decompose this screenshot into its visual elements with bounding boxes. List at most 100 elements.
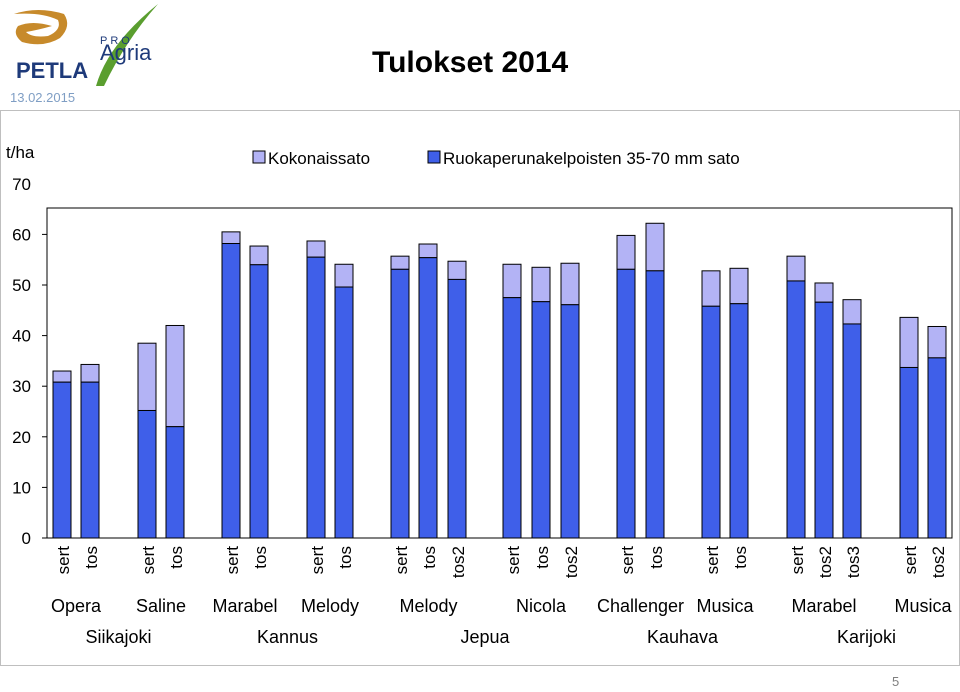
bars-layer [52,222,947,539]
x-tick-label: sert [54,546,73,575]
x-tick-label: tos2 [929,546,948,578]
variety-label: Saline [136,596,186,616]
bar-total [249,245,269,266]
variety-label: Musica [696,596,754,616]
x-tick-label: tos [647,546,666,569]
bar-total [137,342,157,411]
bar-marketable [899,366,919,539]
bar-total [52,370,72,383]
x-tick-label: sert [392,546,411,575]
legend: Kokonaissato Ruokaperunakelpoisten 35-70 … [252,149,740,168]
x-tick-label: sert [788,546,807,575]
bar-total [814,282,834,303]
bar-total [306,240,326,258]
axis-layer: 0 10 20 30 40 50 60 70 t/ha [6,143,47,548]
y-tick-label: 0 [22,529,31,548]
bar-marketable [729,303,749,539]
bar-marketable [560,304,580,539]
bar-total [418,243,438,259]
bar-marketable [249,264,269,539]
x-tick-label: sert [618,546,637,575]
x-tick-label: sert [703,546,722,575]
legend-swatch-total [252,150,266,164]
bar-total [502,263,522,299]
legend-label-total: Kokonaissato [268,149,370,168]
bar-marketable [701,305,721,539]
x-tick-label: tos [336,546,355,569]
logo-pro-text: PRO [100,35,133,47]
variety-label: Musica [894,596,952,616]
bar-total [165,324,185,428]
bar-marketable [447,278,467,539]
x-tick-label: tos2 [816,546,835,578]
legend-swatch-marketable [427,150,441,164]
y-tick-label: 70 [12,175,31,194]
date-label: 13.02.2015 [10,90,76,105]
bar-total [447,260,467,280]
bar-total [842,299,862,325]
variety-label: Challenger [597,596,684,616]
location-label: Siikajoki [85,627,151,647]
bar-total [531,266,551,303]
x-tick-label: sert [504,546,523,575]
bar-total [786,255,806,282]
y-tick-label: 30 [12,377,31,396]
bar-marketable [814,301,834,539]
page-title: Tulokset 2014 [372,46,569,79]
bar-marketable [502,297,522,539]
x-tick-label: sert [223,546,242,575]
bar-total [616,234,636,270]
bar-marketable [390,268,410,539]
bar-total [701,270,721,307]
bar-marketable [531,301,551,539]
variety-label: Marabel [791,596,856,616]
y-tick-label: 40 [12,327,31,346]
labels-layer: sert tos sert tos sert tos sert tos sert tos tos2 s… [51,546,953,647]
bar-total [80,363,100,383]
bar-marketable [334,286,354,539]
location-label: Kannus [257,627,318,647]
bar-total [334,263,354,288]
bar-marketable [418,257,438,539]
location-label: Karijoki [837,627,896,647]
variety-label: Marabel [212,596,277,616]
y-axis-label: t/ha [6,143,35,162]
x-tick-label: tos2 [449,546,468,578]
x-tick-label: sert [901,546,920,575]
y-tick-label: 50 [12,276,31,295]
bar-marketable [645,270,665,539]
x-tick-label: tos [167,546,186,569]
variety-label: Nicola [516,596,567,616]
location-label: Jepua [460,627,510,647]
y-tick-label: 20 [12,428,31,447]
bar-marketable [137,409,157,539]
bar-marketable [52,381,72,539]
x-tick-label: tos3 [844,546,863,578]
bar-marketable [221,243,241,539]
x-tick-label: tos [533,546,552,569]
bar-total [729,267,749,305]
x-tick-label: tos [420,546,439,569]
bar-total [221,231,241,245]
bar-marketable [165,426,185,539]
x-tick-label: tos [82,546,101,569]
bar-marketable [616,268,636,539]
location-label: Kauhava [647,627,719,647]
variety-label: Melody [399,596,457,616]
bar-marketable [786,280,806,539]
x-tick-label: tos [251,546,270,569]
y-tick-label: 60 [12,225,31,244]
page-number: 5 [892,674,900,689]
legend-label-marketable: Ruokaperunakelpoisten 35-70 mm sato [443,149,740,168]
x-tick-label: sert [139,546,158,575]
x-tick-label: tos2 [562,546,581,578]
logo-brand-text: PETLA [16,58,88,83]
logo-agria-text: Agria [100,40,152,65]
variety-label: Opera [51,596,102,616]
bar-marketable [306,256,326,539]
y-tick-label: 10 [12,478,31,497]
bar-total [899,316,919,368]
x-tick-label: sert [308,546,327,575]
bar-total [645,222,665,272]
